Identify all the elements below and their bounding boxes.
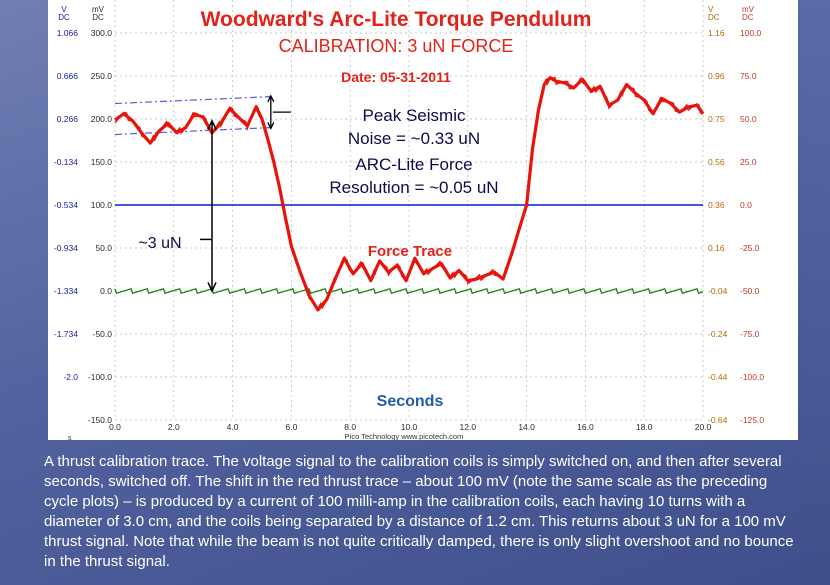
left-axis-unit-dc: DC bbox=[92, 13, 104, 22]
noise-band-upper bbox=[114, 96, 271, 105]
left-axis-unit-volts: V bbox=[61, 5, 67, 14]
right-axis-tick-volts: 1.16 bbox=[708, 28, 725, 38]
chart-date: Date: 05-31-2011 bbox=[341, 69, 451, 85]
chart-footer: Pico Technology www.picotech.com bbox=[345, 432, 464, 440]
left-axis-tick-millivolts: 150.0 bbox=[91, 157, 113, 167]
right-axis-tick-millivolts: -25.0 bbox=[740, 243, 760, 253]
left-axis-tick-millivolts: 100.0 bbox=[91, 200, 113, 210]
right-axis-tick-volts: -0.64 bbox=[708, 415, 728, 425]
annotation-peak-seismic-line: ARC-Lite Force bbox=[355, 155, 472, 174]
right-axis-tick-millivolts: -125.0 bbox=[740, 415, 764, 425]
x-axis-tick-label: 10.0 bbox=[401, 422, 418, 432]
baseline-trace-green bbox=[114, 288, 704, 295]
x-axis-tick-label: 12.0 bbox=[460, 422, 477, 432]
right-axis-unit-dc: DC bbox=[742, 13, 754, 22]
peak-noise-arrow-head-top bbox=[267, 94, 275, 103]
x-axis-tick-label: 16.0 bbox=[577, 422, 594, 432]
right-axis-tick-millivolts: -100.0 bbox=[740, 372, 764, 382]
annotation-peak-seismic-line: Peak Seismic bbox=[363, 106, 466, 125]
left-axis-tick-volts: -0.534 bbox=[54, 200, 78, 210]
left-axis-tick-volts: -2.0 bbox=[63, 372, 78, 382]
left-axis-tick-volts: -0.134 bbox=[54, 157, 78, 167]
left-axis-tick-millivolts: -100.0 bbox=[88, 372, 112, 382]
left-axis-unit-millivolts: mV bbox=[92, 5, 105, 14]
amplitude-arrow-head-bottom bbox=[207, 282, 217, 293]
x-axis-tick-label: 20.0 bbox=[695, 422, 712, 432]
annotation-peak-seismic-line: Noise = ~0.33 uN bbox=[348, 129, 480, 148]
chart-subtitle: CALIBRATION: 3 uN FORCE bbox=[279, 36, 514, 56]
right-axis-tick-volts: 0.16 bbox=[708, 243, 725, 253]
left-axis-tick-millivolts: -150.0 bbox=[88, 415, 112, 425]
left-axis-tick-millivolts: 250.0 bbox=[91, 71, 113, 81]
left-axis-tick-millivolts: 200.0 bbox=[91, 114, 113, 124]
right-axis-tick-volts: 0.36 bbox=[708, 200, 725, 210]
right-axis-tick-volts: 0.96 bbox=[708, 71, 725, 81]
right-axis-tick-millivolts: 50.0 bbox=[740, 114, 757, 124]
annotation-force-trace-label: Force Trace bbox=[368, 243, 452, 260]
chart-title: Woodward's Arc-Lite Torque Pendulum bbox=[201, 8, 592, 31]
force-trace-noise bbox=[114, 76, 703, 310]
peak-noise-arrow-head-bottom bbox=[267, 122, 275, 130]
right-axis-tick-volts: -0.44 bbox=[708, 372, 728, 382]
right-axis-tick-millivolts: 100.0 bbox=[740, 28, 762, 38]
right-axis-tick-volts: -0.04 bbox=[708, 286, 728, 296]
x-axis-tick-label: 14.0 bbox=[518, 422, 535, 432]
left-axis-tick-volts: 1.066 bbox=[57, 28, 79, 38]
left-axis-unit-dc: DC bbox=[58, 13, 70, 22]
right-axis-tick-volts: -0.24 bbox=[708, 329, 728, 339]
left-axis-tick-volts: -0.934 bbox=[54, 243, 78, 253]
x-axis-tick-label: 6.0 bbox=[285, 422, 297, 432]
annotation-amplitude-label: ~3 uN bbox=[138, 235, 181, 252]
left-axis-tick-millivolts: 0.0 bbox=[100, 286, 112, 296]
right-axis-unit-dc: DC bbox=[708, 13, 720, 22]
side-decoration-mark bbox=[820, 230, 828, 370]
left-axis-tick-millivolts: 300.0 bbox=[91, 28, 113, 38]
chart-panel: 1.466350.01.066300.00.666250.00.266200.0… bbox=[48, 0, 798, 440]
x-axis-tick-label: 0.0 bbox=[109, 422, 121, 432]
x-axis-tick-label: 4.0 bbox=[227, 422, 239, 432]
x-axis-label: Seconds bbox=[377, 393, 444, 410]
footer-left-mark: s bbox=[68, 435, 72, 440]
right-axis-tick-volts: 0.56 bbox=[708, 157, 725, 167]
left-axis-tick-volts: 0.666 bbox=[57, 71, 79, 81]
left-axis-tick-volts: 0.266 bbox=[57, 114, 79, 124]
left-axis-tick-millivolts: -50.0 bbox=[93, 329, 113, 339]
right-axis-tick-millivolts: 25.0 bbox=[740, 157, 757, 167]
right-axis-unit-volts: V bbox=[708, 5, 714, 14]
chart-svg: 1.466350.01.066300.00.666250.00.266200.0… bbox=[54, 0, 764, 440]
slide-side-decoration bbox=[802, 0, 830, 585]
x-axis-tick-label: 18.0 bbox=[636, 422, 653, 432]
right-axis-tick-volts: 0.75 bbox=[708, 114, 725, 124]
x-axis-tick-label: 2.0 bbox=[168, 422, 180, 432]
annotation-peak-seismic-line: Resolution = ~0.05 uN bbox=[329, 178, 498, 197]
left-axis-tick-millivolts: 50.0 bbox=[95, 243, 112, 253]
left-axis-tick-volts: -1.734 bbox=[54, 329, 78, 339]
right-axis-tick-millivolts: 75.0 bbox=[740, 71, 757, 81]
right-axis-tick-millivolts: -50.0 bbox=[740, 286, 760, 296]
x-axis-tick-label: 8.0 bbox=[344, 422, 356, 432]
right-axis-unit-millivolts: mV bbox=[742, 5, 755, 14]
left-axis-tick-volts: -1.334 bbox=[54, 286, 78, 296]
amplitude-arrow-head-top bbox=[207, 118, 217, 130]
slide-caption: A thrust calibration trace. The voltage … bbox=[44, 453, 794, 570]
right-axis-tick-millivolts: 0.0 bbox=[740, 200, 752, 210]
right-axis-tick-millivolts: -75.0 bbox=[740, 329, 760, 339]
